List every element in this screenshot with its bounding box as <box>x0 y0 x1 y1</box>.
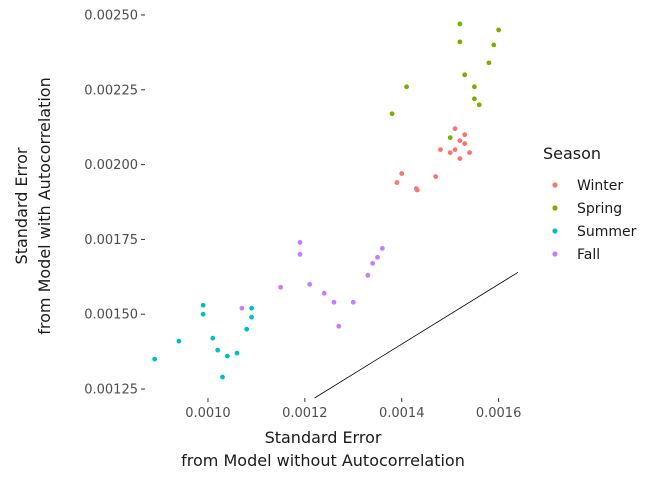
point-fall <box>307 281 313 287</box>
point-summer <box>176 338 182 344</box>
x-axis-title-line-2: from Model without Autocorrelation <box>181 451 465 470</box>
point-spring <box>457 21 463 27</box>
point-spring <box>462 72 468 78</box>
point-winter <box>394 180 400 185</box>
point-winter <box>414 187 420 193</box>
y-axis: 0.00125 0.00150 0.00175 0.00200 0.00225 0.002… <box>84 8 145 398</box>
point-fall <box>331 299 337 305</box>
point-fall <box>297 251 303 257</box>
legend-title: Season <box>543 144 601 163</box>
legend-label-spring: Spring <box>577 201 622 217</box>
point-fall <box>365 272 371 278</box>
point-winter <box>447 150 453 156</box>
reference-line-layer <box>314 271 519 399</box>
legend-label-winter: Winter <box>577 178 623 194</box>
point-winter <box>433 174 439 179</box>
y-axis-title-line-2: from Model with Autocorrelation <box>35 77 54 334</box>
point-fall <box>239 305 245 311</box>
point-fall <box>336 323 342 329</box>
point-summer <box>244 326 250 332</box>
legend-label-fall: Fall <box>577 247 600 263</box>
point-winter <box>462 141 468 147</box>
point-winter <box>462 132 468 138</box>
point-fall <box>350 299 356 305</box>
x-tick-label: 0.0014 <box>379 406 425 421</box>
legend-key-summer <box>552 228 558 234</box>
point-summer <box>200 302 206 308</box>
point-spring <box>447 135 453 141</box>
point-summer <box>215 347 221 353</box>
point-summer <box>152 356 158 362</box>
point-winter <box>452 126 458 132</box>
point-fall <box>297 239 303 245</box>
point-summer <box>224 353 230 359</box>
point-summer <box>249 305 254 311</box>
point-spring <box>491 42 497 48</box>
point-fall <box>370 260 376 266</box>
x-axis-title-line-1: Standard Error <box>265 428 382 447</box>
point-fall <box>321 290 327 296</box>
y-tick-label: 0.00150 <box>84 308 138 323</box>
legend-label-summer: Summer <box>577 224 637 240</box>
point-fall <box>379 245 385 251</box>
legend-key-spring <box>552 205 558 211</box>
point-spring <box>476 102 482 108</box>
y-tick-label: 0.00250 <box>84 8 138 23</box>
legend: Season Winter Spring Summer Fall <box>543 144 637 263</box>
point-summer <box>210 335 216 341</box>
y-tick-label: 0.00125 <box>84 383 138 398</box>
reference-line <box>314 271 519 399</box>
x-tick-label: 0.0012 <box>282 406 328 421</box>
point-spring <box>472 96 477 102</box>
point-summer <box>200 311 206 317</box>
x-tick-label: 0.0016 <box>476 406 522 421</box>
point-winter <box>457 156 463 162</box>
legend-items: Winter Spring Summer Fall <box>552 178 637 263</box>
point-winter <box>399 171 405 176</box>
points-layer <box>152 21 502 380</box>
y-axis-title-line-1: Standard Error <box>12 147 31 264</box>
point-spring <box>472 84 477 90</box>
point-spring <box>389 111 395 117</box>
point-fall <box>278 284 284 290</box>
y-tick-label: 0.00225 <box>84 83 138 98</box>
point-winter <box>457 138 463 144</box>
point-spring <box>486 60 492 66</box>
point-fall <box>375 254 380 260</box>
point-summer <box>249 314 254 320</box>
point-spring <box>496 27 502 33</box>
x-axis: 0.0010 0.0012 0.0014 0.0016 <box>185 398 521 421</box>
point-summer <box>234 350 240 356</box>
y-tick-label: 0.00175 <box>84 233 138 248</box>
legend-key-fall <box>552 251 558 257</box>
y-tick-label: 0.00200 <box>84 158 138 173</box>
x-tick-label: 0.0010 <box>185 406 231 421</box>
point-winter <box>452 147 458 153</box>
point-spring <box>404 84 409 90</box>
point-spring <box>457 39 463 45</box>
point-winter <box>438 147 443 153</box>
point-summer <box>220 374 225 380</box>
point-winter <box>467 150 472 156</box>
legend-key-winter <box>552 182 558 188</box>
